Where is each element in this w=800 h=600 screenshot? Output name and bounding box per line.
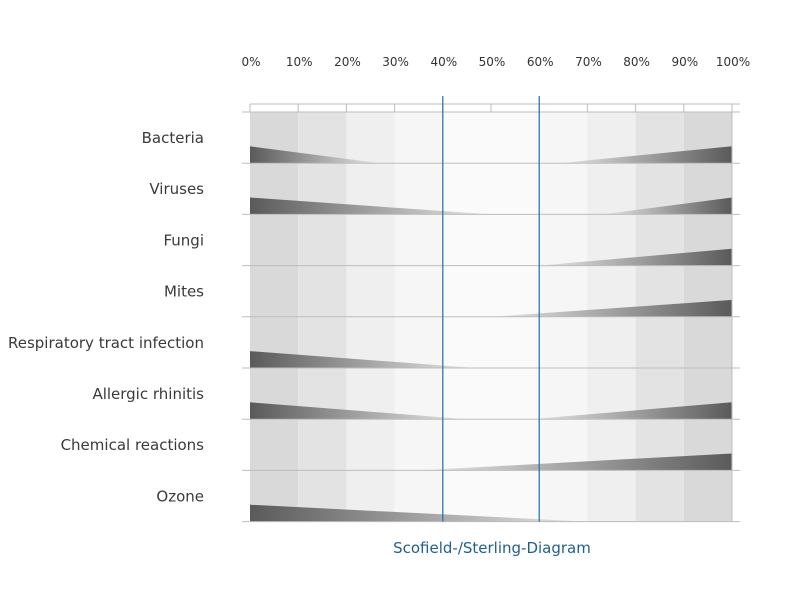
wedge-low-humidity: [250, 504, 588, 522]
x-tick-label: 80%: [623, 55, 650, 69]
row-label: Respiratory tract infection: [8, 334, 204, 352]
row-label: Mites: [164, 283, 204, 301]
x-tick-label: 0%: [241, 55, 260, 69]
row-label: Fungi: [163, 231, 204, 249]
wedge-high-humidity: [601, 197, 732, 215]
row-label: Viruses: [149, 180, 204, 198]
wedge-low-humidity: [250, 402, 467, 420]
wedge-high-humidity: [418, 453, 732, 471]
health-effect-wedges: [250, 146, 732, 522]
x-tick-label: 40%: [430, 55, 457, 69]
x-tick-label: 70%: [575, 55, 602, 69]
wedge-high-humidity: [539, 248, 732, 266]
row-label: Ozone: [156, 487, 204, 505]
x-tick-label: 50%: [479, 55, 506, 69]
x-tick-label: 100%: [716, 55, 750, 69]
row-dividers: [242, 111, 740, 523]
wedge-low-humidity: [250, 197, 491, 215]
x-tick-label: 90%: [671, 55, 698, 69]
row-label: Bacteria: [142, 129, 204, 147]
row-label: Allergic rhinitis: [92, 385, 204, 403]
wedge-high-humidity: [558, 146, 732, 164]
chart-caption: Scofield-/Sterling-Diagram: [393, 539, 591, 557]
wedge-high-humidity: [529, 402, 732, 420]
wedge-high-humidity: [491, 299, 732, 317]
x-tick-label: 20%: [334, 55, 361, 69]
x-tick-label: 60%: [527, 55, 554, 69]
row-labels: Bacteria Viruses Fungi Mites Respiratory tra…: [8, 129, 204, 505]
row-label: Chemical reactions: [61, 436, 205, 454]
x-tick-label: 10%: [286, 55, 313, 69]
optimal-zone-lines: [442, 96, 540, 522]
wedge-low-humidity: [250, 146, 381, 164]
x-axis-ticks: 0% 10% 20% 30% 40% 50% 60% 70% 80% 90% 100%: [241, 55, 750, 112]
wedge-low-humidity: [250, 351, 477, 368]
x-tick-label: 30%: [382, 55, 409, 69]
